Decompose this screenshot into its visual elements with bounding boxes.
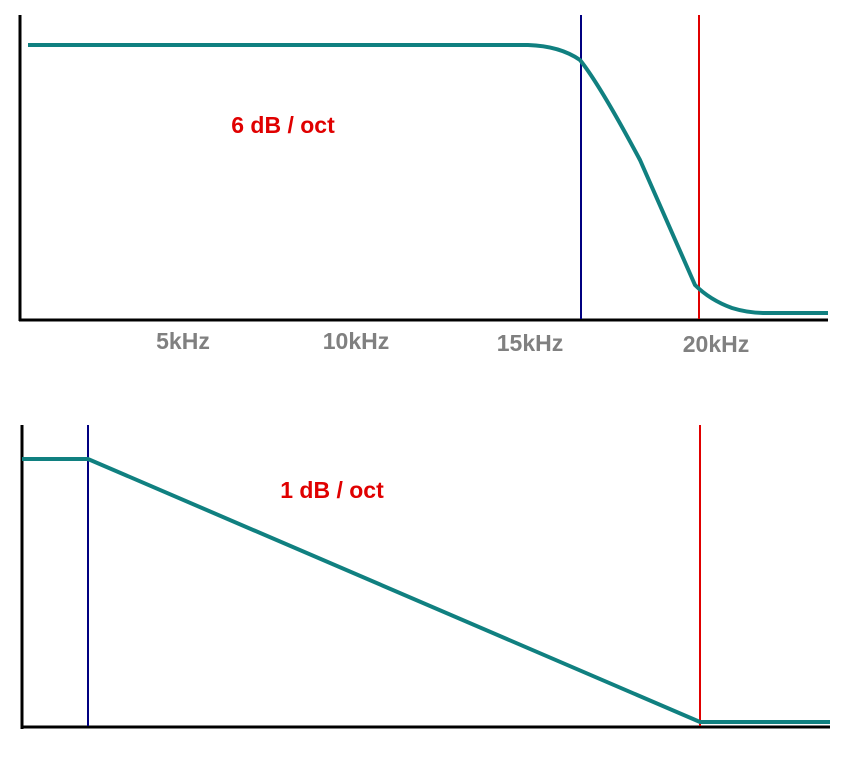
- x-label: 20kHz: [683, 331, 749, 357]
- x-label: 5kHz: [156, 328, 210, 354]
- annotation: 6 dB / oct: [231, 112, 335, 138]
- bottom-panel: 1 dB / oct: [20, 425, 830, 729]
- annotation: 1 dB / oct: [280, 477, 384, 503]
- top-panel: 6 dB / oct 5kHz 10kHz 15kHz 20kHz: [18, 15, 828, 357]
- response-curve: [22, 457, 830, 724]
- response-curve: [28, 43, 828, 315]
- x-label: 15kHz: [497, 330, 563, 356]
- x-label: 10kHz: [323, 328, 389, 354]
